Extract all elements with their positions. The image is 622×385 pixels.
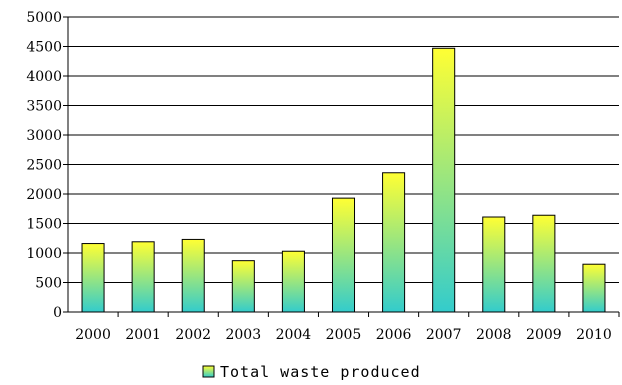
legend-swatch [202, 365, 215, 378]
bar-2005 [331, 197, 356, 313]
x-tick-label: 2001 [125, 327, 161, 343]
bar-2006 [382, 172, 406, 313]
x-tick-label: 2005 [326, 327, 362, 343]
bar-2003 [231, 260, 255, 313]
bar-2007 [432, 47, 456, 313]
y-tick-label: 1500 [26, 217, 62, 233]
grid-lines [68, 16, 619, 283]
y-tick-label: 5000 [26, 10, 62, 26]
bar-2009 [532, 214, 556, 313]
bar-2010 [582, 263, 606, 313]
x-tick-label: 2000 [75, 327, 111, 343]
bar-2008 [482, 216, 506, 313]
bar-2002 [181, 238, 205, 313]
y-tick-label: 4000 [26, 69, 62, 85]
x-tick-label: 2003 [225, 327, 261, 343]
bar-2001 [131, 241, 155, 313]
bars [81, 47, 606, 313]
x-tick-label: 2010 [576, 327, 612, 343]
legend: Total waste produced [202, 363, 421, 381]
y-tick-label: 4500 [26, 40, 62, 56]
y-tick-label: 1000 [26, 246, 62, 262]
x-tick-labels: 2000 2001 2002 2003 2004 2005 2006 2007 2008 2009… [75, 327, 612, 343]
y-tick-labels: 0 500 1000 1500 2000 2500 3000 3500 4000 4500 5000 [26, 10, 62, 321]
bar-2000 [81, 243, 105, 313]
x-tick-label: 2006 [376, 327, 412, 343]
x-tick-label: 2007 [426, 327, 462, 343]
y-tick-label: 3000 [26, 128, 62, 144]
axes [63, 16, 620, 317]
x-tick-label: 2002 [175, 327, 211, 343]
y-tick-label: 0 [53, 305, 62, 321]
bar-2004 [281, 250, 305, 313]
y-tick-label: 3500 [26, 99, 62, 115]
legend-label: Total waste produced [220, 363, 421, 381]
x-tick-label: 2009 [526, 327, 562, 343]
y-tick-label: 2500 [26, 158, 62, 174]
y-tick-label: 2000 [26, 187, 62, 203]
x-tick-label: 2008 [476, 327, 512, 343]
y-tick-label: 500 [35, 276, 62, 292]
x-tick-label: 2004 [276, 327, 312, 343]
